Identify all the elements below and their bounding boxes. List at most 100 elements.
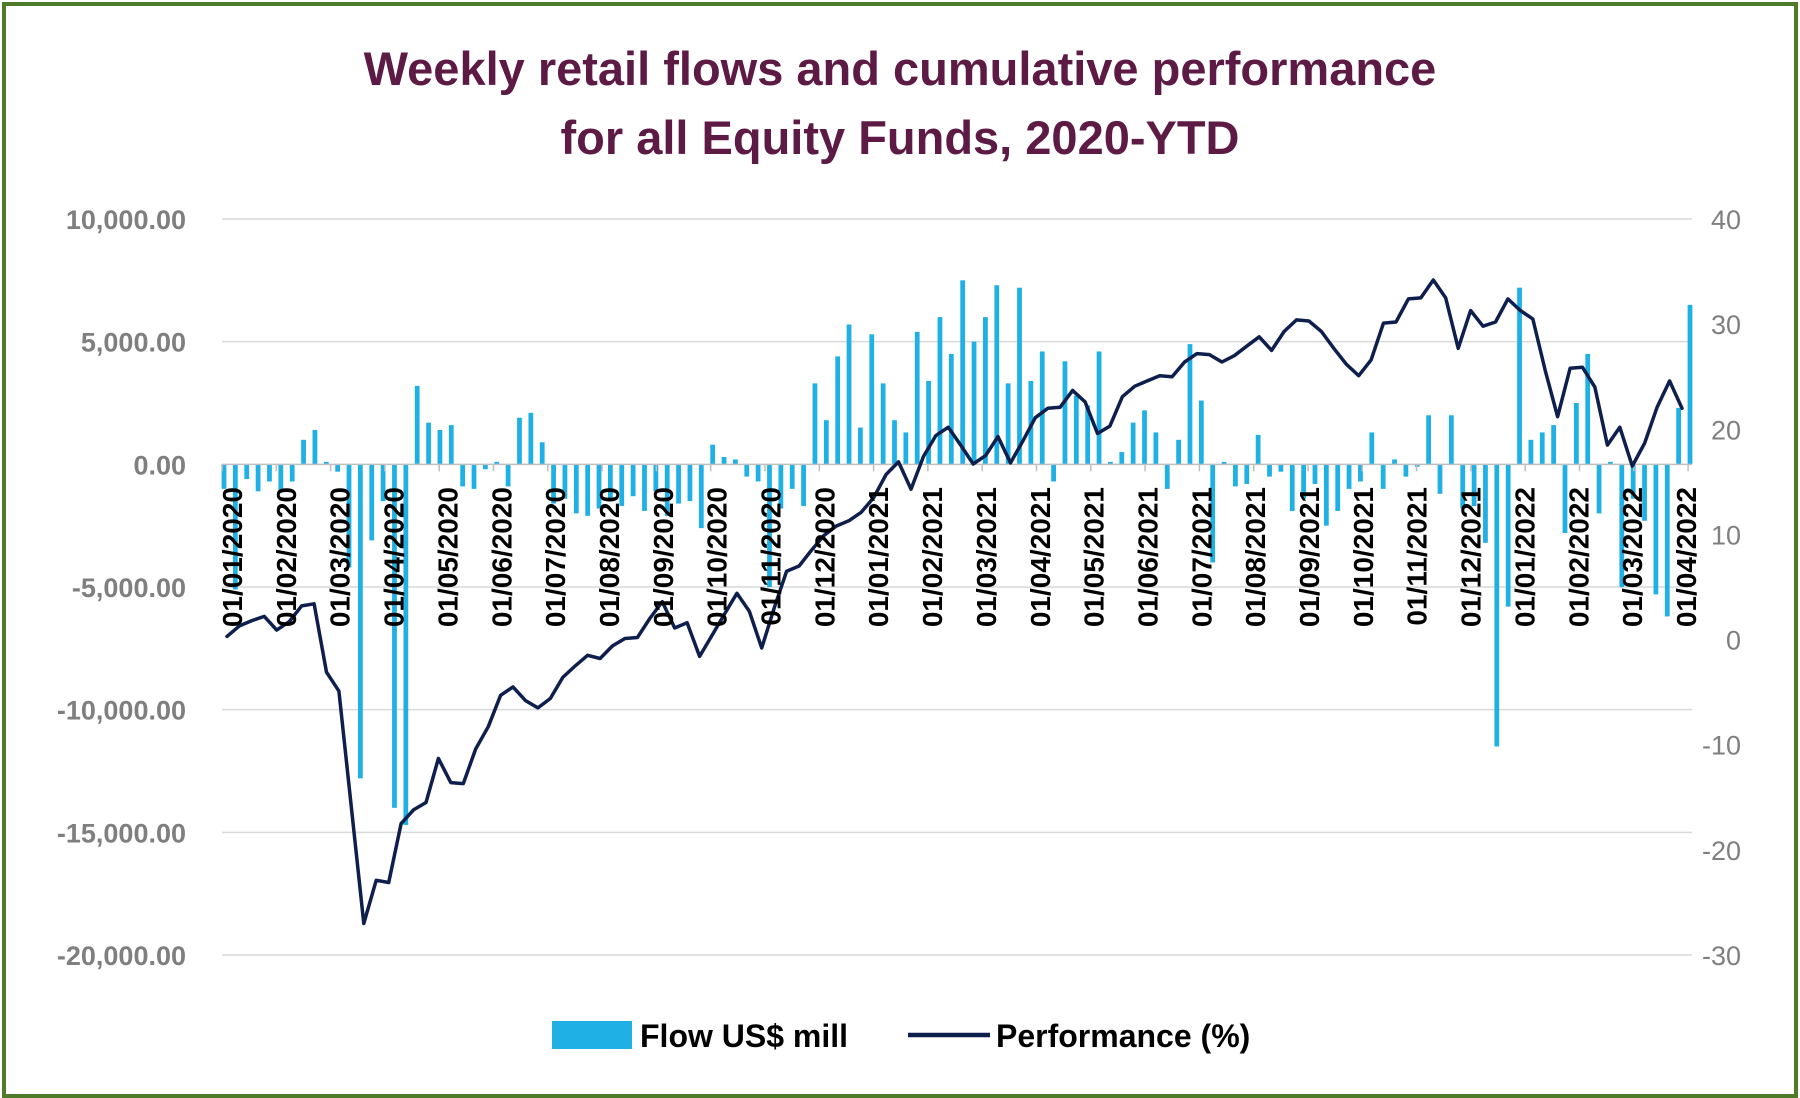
flow-bar — [1233, 464, 1238, 487]
flow-bar — [971, 341, 977, 465]
flow-bar — [1301, 464, 1306, 499]
flow-bar — [1505, 464, 1511, 607]
flow-bar — [505, 464, 511, 487]
x-tick-label: 01/08/2020 — [594, 487, 625, 627]
flow-bar — [1142, 410, 1147, 465]
flow-bar — [1278, 464, 1284, 472]
x-tick-label: 01/11/2020 — [756, 487, 787, 626]
flow-bar — [1187, 344, 1193, 465]
y-left-tick-label: -5,000.00 — [72, 573, 186, 603]
flow-bar — [721, 456, 727, 465]
flow-bar — [539, 442, 545, 465]
performance-line — [225, 278, 1684, 926]
flow-bar — [948, 353, 954, 465]
flow-bar — [1130, 422, 1136, 465]
flow-bar — [1335, 464, 1341, 511]
flow-bar — [858, 427, 863, 465]
flow-bar — [278, 464, 284, 492]
flow-bar — [1664, 464, 1670, 617]
flow-bar — [676, 464, 681, 504]
flow-bar — [1653, 464, 1659, 595]
chart-title: Weekly retail flows and cumulative perfo… — [364, 42, 1437, 164]
x-tick-label: 01/07/2020 — [540, 487, 571, 627]
legend: Flow US$ mill Performance (%) — [552, 1018, 1250, 1054]
x-tick-label: 01/12/2020 — [809, 487, 840, 627]
flow-bar — [346, 464, 352, 568]
flow-bar — [1358, 464, 1363, 482]
x-tick-label: 01/11/2021 — [1402, 487, 1433, 626]
flow-bar — [903, 432, 909, 465]
flow-bar — [1528, 439, 1534, 465]
flow-bar — [1198, 400, 1204, 465]
flow-bar — [1051, 464, 1056, 482]
flow-bar — [630, 464, 636, 497]
flow-bar — [585, 464, 591, 516]
y-left-tick-label: -10,000.00 — [57, 696, 186, 726]
flow-bar — [892, 420, 897, 465]
flow-bar — [1687, 304, 1693, 465]
performance-line-group — [225, 278, 1684, 926]
flow-bar — [1062, 361, 1068, 465]
flow-bar — [1096, 351, 1102, 465]
flow-bar — [960, 280, 966, 465]
flow-bar — [551, 464, 556, 504]
flow-bar — [710, 444, 716, 465]
x-axis — [221, 463, 1692, 472]
chart-title-line-2: for all Equity Funds, 2020-YTD — [561, 111, 1240, 164]
flow-bar — [983, 317, 988, 465]
flow-bar — [1005, 383, 1011, 465]
flow-bar — [994, 285, 1000, 465]
x-tick-label: 01/05/2020 — [432, 487, 463, 627]
flow-bar — [1471, 464, 1477, 507]
flow-bar — [1164, 464, 1170, 489]
flow-bar — [1119, 452, 1125, 465]
flow-bar — [312, 429, 318, 465]
flow-bar — [1562, 464, 1568, 534]
x-tick-label: 01/06/2020 — [486, 487, 517, 627]
flow-bar — [573, 464, 579, 514]
flow-bar — [1085, 405, 1091, 465]
flow-bar — [392, 464, 397, 808]
flow-bar — [357, 464, 363, 779]
x-tick-label: 01/02/2022 — [1563, 487, 1594, 627]
flow-bar — [528, 412, 534, 465]
flow-bar — [323, 461, 329, 465]
gridlines — [222, 218, 1692, 956]
flow-bar — [1517, 287, 1522, 465]
flow-bar — [653, 464, 659, 492]
x-tick-label: 01/04/2021 — [1025, 487, 1056, 627]
flow-bar — [835, 356, 841, 465]
y-right-tick-label: -30 — [1702, 941, 1741, 971]
x-tick-label: 01/12/2021 — [1456, 487, 1487, 627]
flow-bar — [426, 422, 431, 465]
flow-bar — [403, 464, 409, 825]
legend-label-flow: Flow US$ mill — [640, 1018, 848, 1054]
flow-bar — [562, 464, 568, 499]
y-left-tick-label: 0.00 — [133, 450, 186, 480]
flow-bar — [301, 439, 306, 465]
flow-bar — [1494, 464, 1500, 747]
flow-bar — [1437, 464, 1443, 494]
flow-bar — [448, 425, 454, 465]
x-tick-label: 01/02/2021 — [917, 487, 948, 627]
flow-bar — [380, 464, 386, 502]
flow-bar — [823, 420, 829, 465]
flow-bar — [1267, 464, 1272, 477]
flow-bar — [801, 464, 806, 507]
flow-bar — [1676, 407, 1682, 465]
flow-bar — [1403, 464, 1409, 477]
flow-bar — [1539, 432, 1545, 465]
x-tick-label: 01/10/2021 — [1348, 487, 1379, 627]
flow-bar — [846, 324, 852, 465]
flow-bar — [1448, 415, 1454, 465]
flow-bars — [221, 280, 1693, 825]
flow-bar — [937, 317, 943, 465]
flow-bar — [744, 464, 750, 477]
flow-bar — [1221, 461, 1227, 465]
legend-swatch-flow — [552, 1021, 632, 1049]
flow-bar — [1573, 403, 1579, 465]
flow-bar — [1630, 464, 1636, 499]
y-left-tick-label: 10,000.00 — [66, 205, 186, 235]
flow-bar — [1017, 287, 1022, 465]
